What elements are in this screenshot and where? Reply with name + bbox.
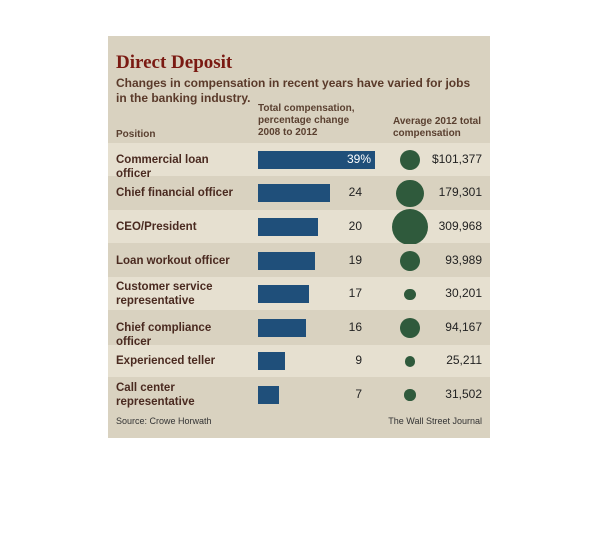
bubble: [404, 288, 416, 300]
bar: [258, 150, 375, 169]
subtitle: Changes in compensation in recent years …: [116, 76, 471, 105]
infographic: Direct Deposit Changes in compensation i…: [108, 36, 490, 438]
credit: The Wall Street Journal: [388, 416, 482, 426]
bubble: [400, 317, 420, 338]
value-label: 9: [355, 353, 362, 368]
bubble: [392, 209, 428, 245]
chart-title: Direct Deposit: [116, 52, 233, 73]
bubble-label: 31,502: [445, 387, 482, 401]
bubble-label: 309,968: [438, 219, 482, 233]
bubble-label: 94,167: [445, 319, 482, 334]
row-band: [108, 378, 490, 411]
bubble: [396, 179, 424, 208]
value-label: 24: [348, 185, 362, 200]
bar: [258, 218, 318, 236]
bubble-label: 93,989: [445, 252, 482, 267]
value-label: 20: [348, 219, 362, 233]
value-label: 17: [348, 286, 362, 301]
bar: [258, 386, 279, 404]
column-header: Average 2012 total compensation: [393, 116, 482, 139]
bar: [258, 285, 309, 304]
category-label: CEO/President: [116, 221, 197, 233]
bubble-label: 30,201: [445, 286, 482, 301]
bubble: [399, 149, 421, 171]
bubble-label: 179,301: [438, 185, 482, 200]
bubble: [404, 356, 416, 367]
row-band: [108, 344, 490, 378]
bubble: [400, 250, 420, 271]
source: Source: Crowe Horwath: [116, 416, 212, 426]
bar: [258, 352, 285, 371]
bubble: [404, 389, 416, 401]
category-label: Call center representative: [116, 382, 195, 408]
column-header: Position: [116, 129, 156, 140]
value-label: 16: [348, 319, 362, 334]
bubble-label: 25,211: [446, 353, 482, 368]
value-label: 39%: [346, 151, 371, 166]
bar: [258, 318, 306, 337]
category-label: Chief financial officer: [116, 187, 233, 200]
category-label: Loan workout officer: [116, 254, 230, 267]
bar: [258, 251, 315, 270]
value-label: 19: [348, 252, 362, 267]
bubble-label: $101,377: [431, 151, 482, 166]
value-label: 7: [355, 387, 362, 401]
column-header: Total compensation, percentage change 20…: [258, 103, 355, 138]
category-label: Experienced teller: [116, 355, 216, 368]
category-label: Customer service representative: [116, 281, 213, 308]
bar: [258, 184, 330, 203]
